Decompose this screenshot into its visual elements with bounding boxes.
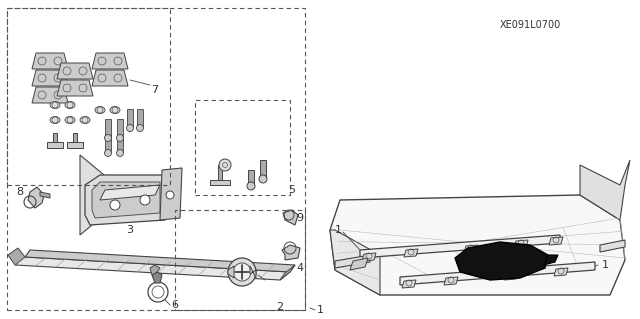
- Text: 3: 3: [127, 225, 134, 235]
- Ellipse shape: [110, 107, 120, 114]
- Polygon shape: [210, 180, 230, 185]
- Polygon shape: [554, 268, 568, 276]
- Polygon shape: [117, 119, 123, 137]
- Polygon shape: [580, 160, 630, 220]
- Polygon shape: [117, 134, 123, 152]
- Polygon shape: [15, 257, 290, 280]
- Polygon shape: [228, 266, 234, 278]
- Polygon shape: [250, 266, 256, 278]
- Ellipse shape: [80, 116, 90, 123]
- Polygon shape: [330, 230, 380, 295]
- Polygon shape: [92, 53, 128, 69]
- Circle shape: [166, 191, 174, 199]
- Circle shape: [219, 159, 231, 171]
- Ellipse shape: [50, 101, 60, 108]
- Polygon shape: [544, 255, 558, 265]
- Bar: [195, 100, 290, 195]
- Text: 6: 6: [172, 300, 179, 310]
- Text: 1: 1: [335, 225, 342, 235]
- Circle shape: [104, 135, 111, 142]
- Circle shape: [127, 124, 134, 131]
- Polygon shape: [57, 63, 93, 79]
- Polygon shape: [160, 168, 182, 220]
- Polygon shape: [80, 155, 110, 235]
- Polygon shape: [504, 272, 518, 280]
- Circle shape: [247, 182, 255, 190]
- Polygon shape: [105, 119, 111, 137]
- Polygon shape: [360, 235, 560, 258]
- Polygon shape: [335, 255, 370, 268]
- Polygon shape: [362, 253, 376, 261]
- Bar: [7, 8, 305, 310]
- Text: 5: 5: [289, 185, 296, 195]
- Text: 8: 8: [17, 187, 24, 197]
- Circle shape: [136, 124, 143, 131]
- Polygon shape: [514, 240, 528, 248]
- Ellipse shape: [65, 101, 75, 108]
- Polygon shape: [282, 245, 300, 260]
- Polygon shape: [330, 195, 625, 295]
- Circle shape: [104, 150, 111, 157]
- Polygon shape: [549, 237, 563, 245]
- Circle shape: [259, 175, 267, 183]
- Circle shape: [228, 258, 256, 286]
- Polygon shape: [400, 262, 595, 285]
- Polygon shape: [402, 280, 416, 288]
- Polygon shape: [600, 240, 625, 252]
- Polygon shape: [404, 249, 418, 257]
- Text: XE091L0700: XE091L0700: [499, 20, 561, 30]
- Polygon shape: [32, 70, 68, 86]
- Polygon shape: [350, 258, 368, 270]
- Polygon shape: [32, 53, 68, 69]
- Text: 2: 2: [276, 302, 284, 312]
- Circle shape: [116, 135, 124, 142]
- Polygon shape: [47, 142, 63, 148]
- Circle shape: [233, 263, 251, 281]
- Polygon shape: [73, 133, 77, 142]
- Bar: [175, 210, 305, 310]
- Polygon shape: [455, 242, 548, 280]
- Polygon shape: [248, 170, 254, 185]
- Polygon shape: [105, 134, 111, 152]
- Polygon shape: [40, 192, 50, 198]
- Polygon shape: [127, 109, 133, 127]
- Text: 1: 1: [602, 260, 609, 270]
- Polygon shape: [67, 142, 83, 148]
- Polygon shape: [8, 248, 25, 265]
- Circle shape: [110, 200, 120, 210]
- Ellipse shape: [95, 107, 105, 114]
- Text: 7: 7: [152, 85, 159, 95]
- Polygon shape: [444, 277, 458, 285]
- Circle shape: [116, 150, 124, 157]
- Text: 9: 9: [296, 213, 303, 223]
- Ellipse shape: [50, 116, 60, 123]
- Polygon shape: [28, 187, 44, 208]
- Text: 4: 4: [296, 263, 303, 273]
- Polygon shape: [137, 109, 143, 127]
- Ellipse shape: [65, 116, 75, 123]
- Polygon shape: [218, 165, 222, 180]
- Polygon shape: [25, 250, 295, 272]
- Polygon shape: [53, 133, 57, 142]
- Polygon shape: [92, 182, 160, 218]
- Text: 1: 1: [317, 305, 323, 315]
- Polygon shape: [85, 175, 165, 225]
- Polygon shape: [464, 245, 478, 253]
- Polygon shape: [260, 160, 266, 178]
- Polygon shape: [283, 210, 298, 225]
- Polygon shape: [92, 70, 128, 86]
- Polygon shape: [152, 272, 162, 283]
- Polygon shape: [100, 185, 160, 200]
- Bar: [7, 8, 170, 185]
- Polygon shape: [150, 265, 160, 275]
- Polygon shape: [32, 87, 68, 103]
- Circle shape: [140, 195, 150, 205]
- Polygon shape: [57, 80, 93, 96]
- Polygon shape: [280, 265, 295, 280]
